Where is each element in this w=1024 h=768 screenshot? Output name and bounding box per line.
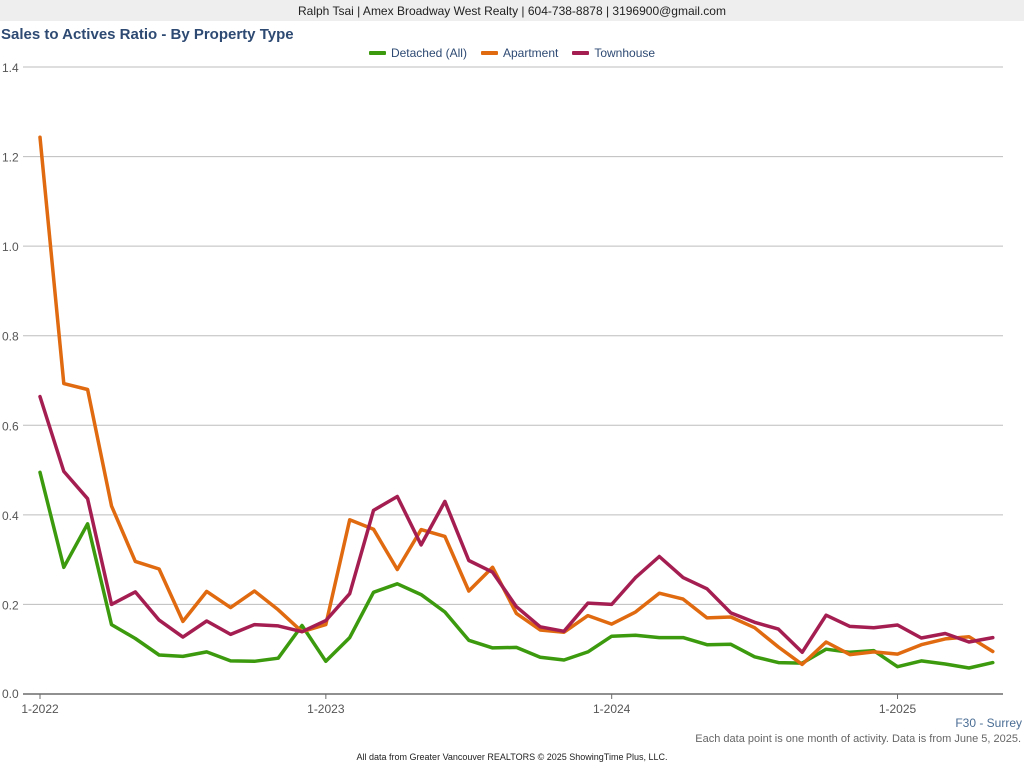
y-tick-label: 1.2 [2, 151, 19, 165]
x-tick-label: 1-2023 [307, 702, 345, 716]
y-tick-label: 0.0 [2, 687, 19, 701]
chart-title: Sales to Actives Ratio - By Property Typ… [1, 26, 294, 43]
legend-swatch-detached [368, 51, 386, 55]
contact-line: Ralph Tsai | Amex Broadway West Realty |… [298, 4, 726, 18]
legend-label-townhouse: Townhouse [594, 46, 656, 60]
y-tick-label: 0.6 [2, 419, 19, 433]
series-line-apartment [38, 135, 995, 667]
x-tick-label: 1-2024 [593, 702, 631, 716]
legend-item-detached[interactable]: Detached (All) [368, 46, 467, 60]
x-tick-label: 1-2022 [21, 702, 59, 716]
series-line-detached [38, 470, 995, 670]
legend-item-townhouse[interactable]: Townhouse [572, 46, 655, 60]
series-line-townhouse [38, 394, 995, 655]
data-footnote: Each data point is one month of activity… [695, 733, 1021, 745]
contact-header-bar: Ralph Tsai | Amex Broadway West Realty |… [0, 0, 1024, 21]
x-tick-label: 1-2025 [879, 702, 917, 716]
legend-label-apartment: Apartment [502, 46, 559, 60]
y-tick-label: 1.0 [2, 240, 19, 254]
legend-swatch-townhouse [572, 51, 590, 55]
y-tick-label: 0.2 [2, 598, 19, 612]
y-tick-label: 1.4 [2, 61, 19, 75]
legend-swatch-apartment [480, 51, 498, 55]
region-label: F30 - Surrey [955, 716, 1022, 730]
y-tick-label: 0.8 [2, 330, 19, 344]
source-credit: All data from Greater Vancouver REALTORS… [356, 752, 668, 762]
y-tick-label: 0.4 [2, 509, 19, 523]
legend-label-detached: Detached (All) [390, 46, 467, 60]
legend-item-apartment[interactable]: Apartment [480, 46, 559, 60]
chart-legend: Detached (All) Apartment Townhouse [0, 46, 1024, 60]
